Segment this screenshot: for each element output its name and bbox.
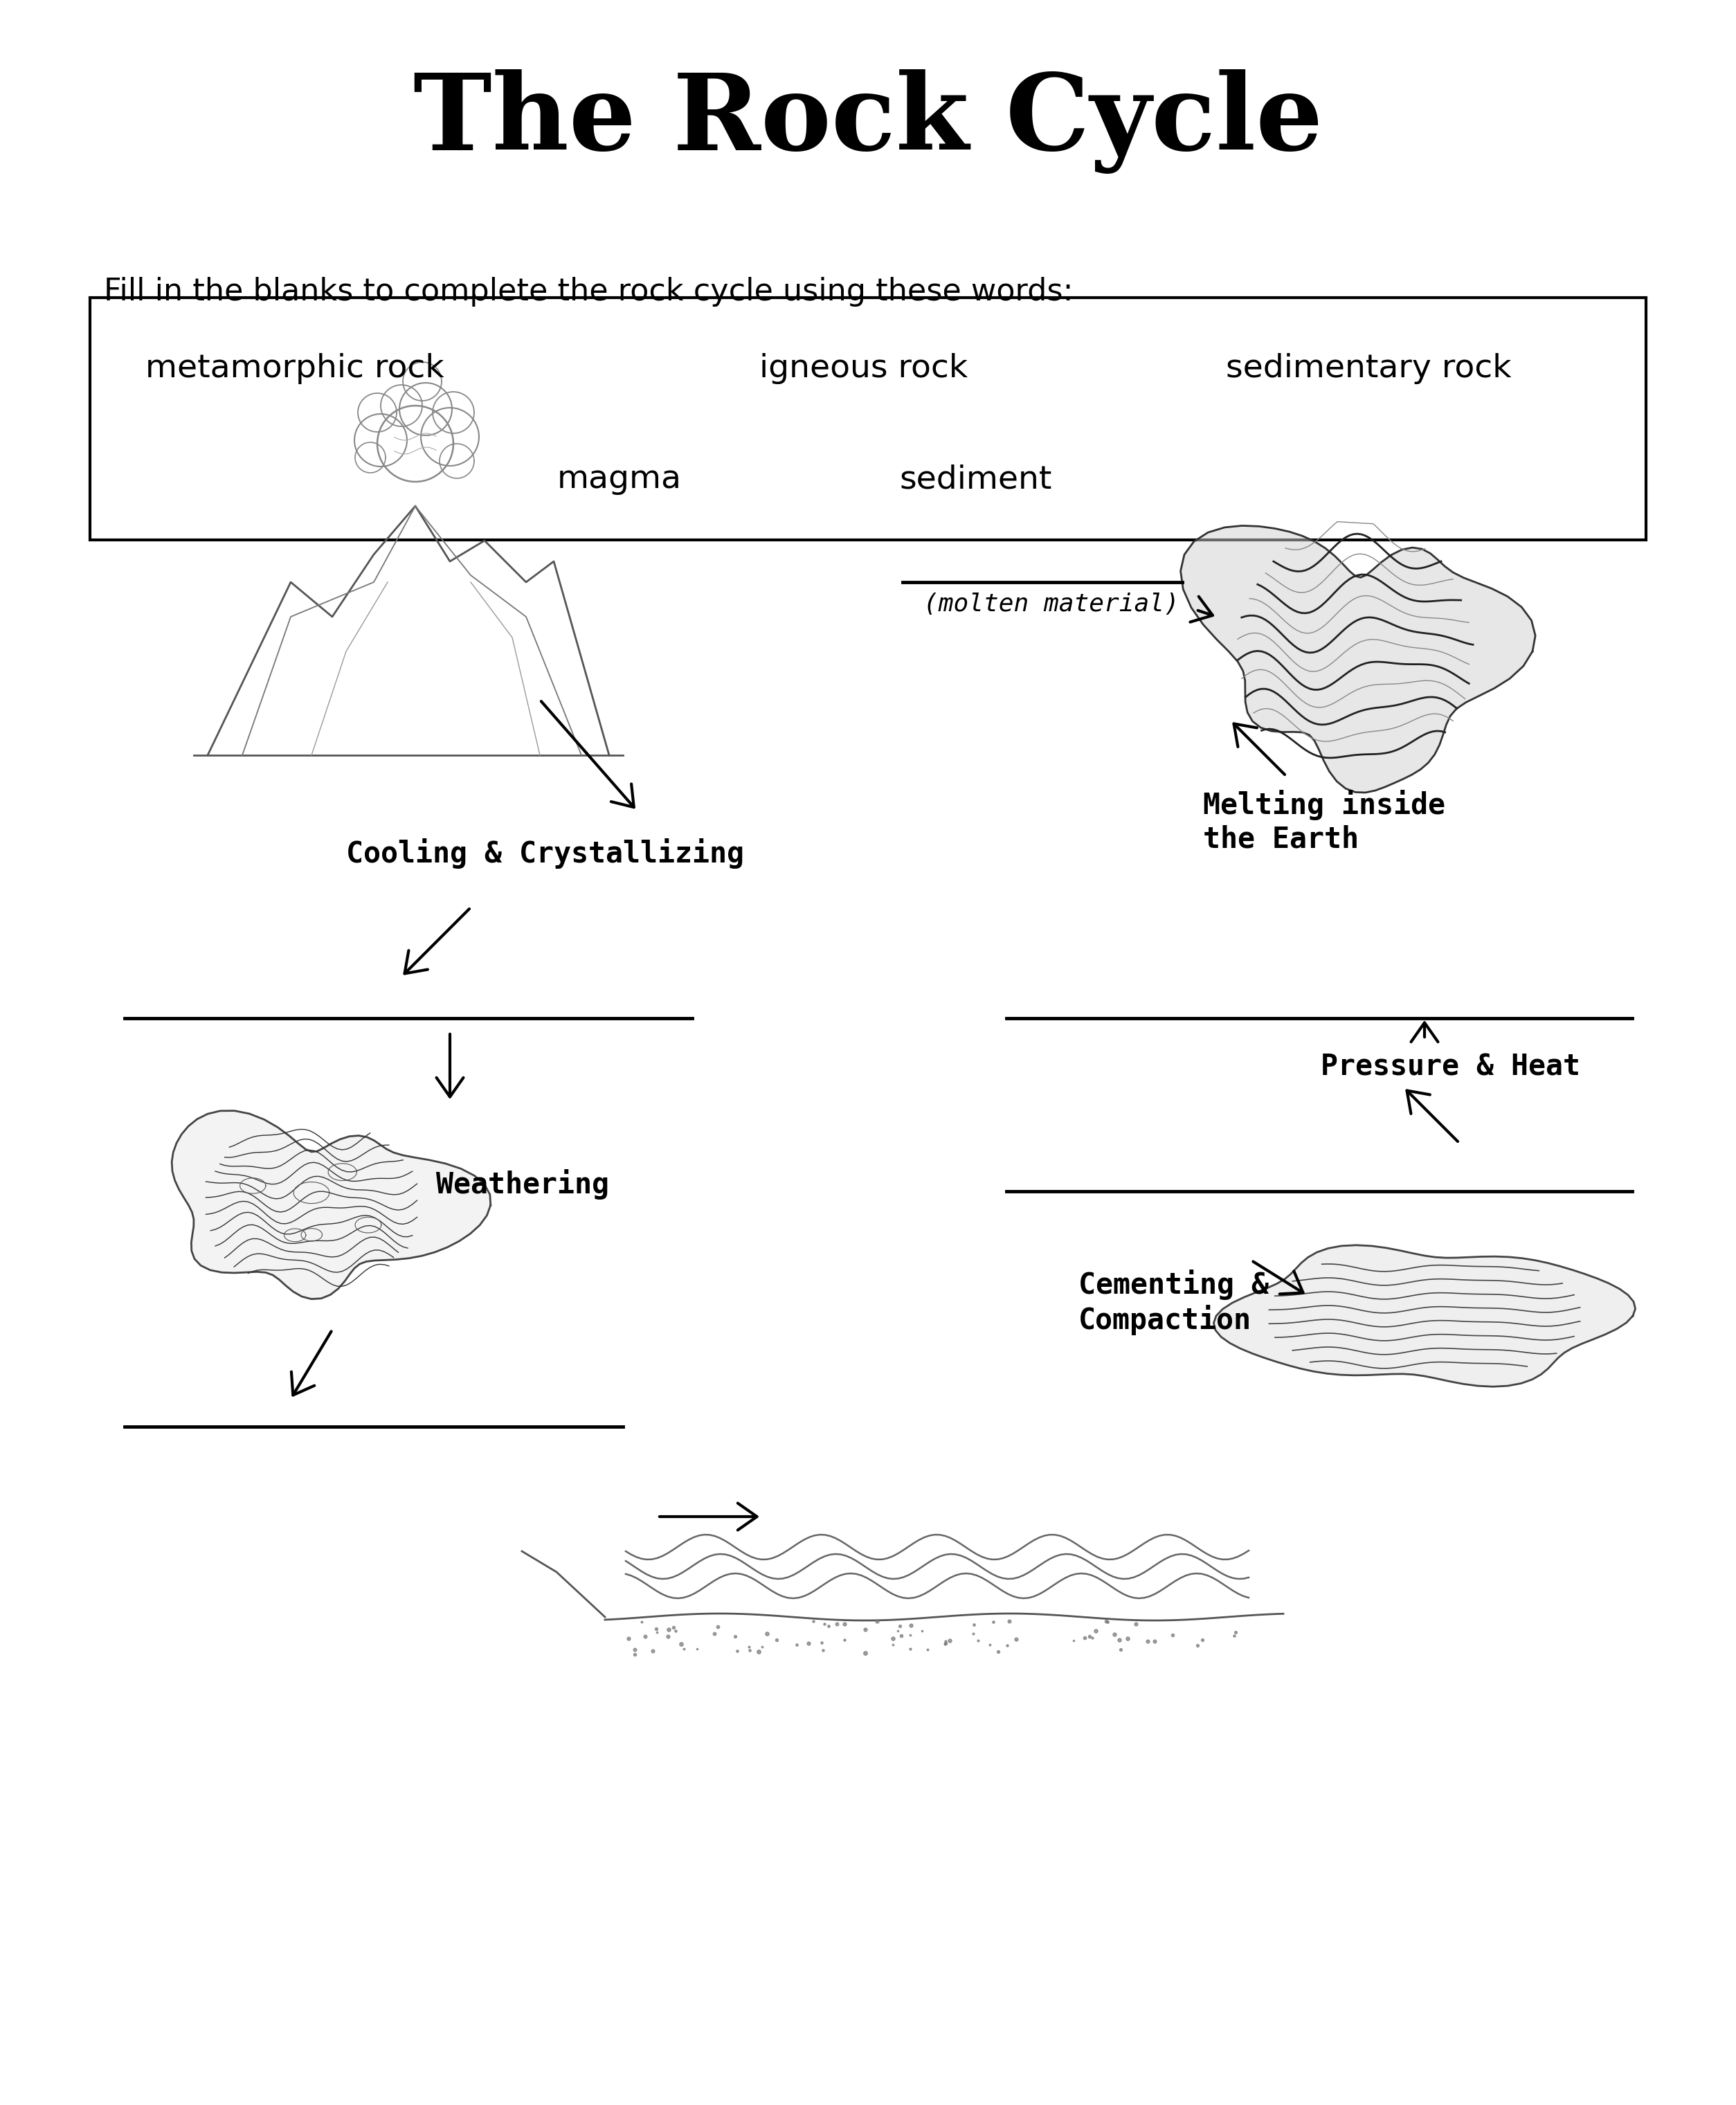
Text: The Rock Cycle: The Rock Cycle — [413, 69, 1323, 175]
Text: (molten material): (molten material) — [924, 592, 1179, 617]
Polygon shape — [1180, 526, 1535, 794]
Text: Melting inside
the Earth: Melting inside the Earth — [1203, 789, 1446, 855]
Text: sediment: sediment — [899, 463, 1052, 495]
Bar — [90, 297, 1646, 539]
Text: igneous rock: igneous rock — [759, 354, 967, 385]
Text: Pressure & Heat: Pressure & Heat — [1321, 1052, 1580, 1082]
Polygon shape — [1213, 1246, 1635, 1387]
Text: metamorphic rock: metamorphic rock — [146, 354, 444, 385]
Text: Cementing &
Compaction: Cementing & Compaction — [1078, 1269, 1269, 1335]
Polygon shape — [172, 1111, 491, 1299]
Text: Weathering: Weathering — [436, 1168, 609, 1200]
Text: Fill in the blanks to complete the rock cycle using these words:: Fill in the blanks to complete the rock … — [104, 278, 1073, 307]
Text: sedimentary rock: sedimentary rock — [1226, 354, 1512, 385]
Text: Cooling & Crystallizing: Cooling & Crystallizing — [345, 838, 745, 869]
Text: magma: magma — [557, 463, 682, 495]
